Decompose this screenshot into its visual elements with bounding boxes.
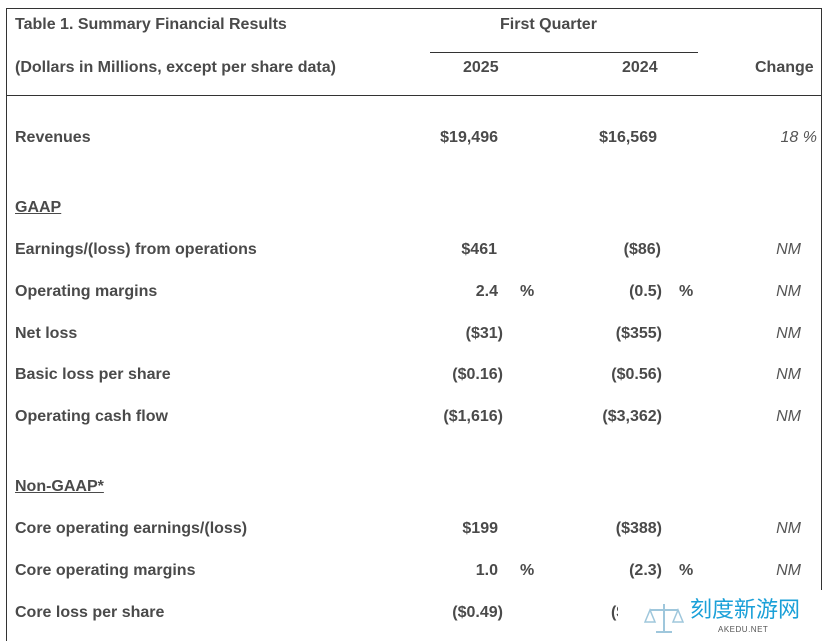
value-2025: ($1,616): [443, 408, 503, 425]
value-2025: 1.0: [475, 562, 498, 579]
percent-sign-2025: %: [520, 283, 535, 300]
percent-sign-2024: %: [679, 562, 694, 579]
col-header-2024: 2024: [622, 59, 658, 76]
value-2025: ($31): [465, 325, 503, 342]
revenues-2024: $16,569: [599, 129, 657, 146]
table-frame: [6, 8, 822, 641]
watermark-subtext: AKEDU.NET: [718, 625, 769, 634]
percent-sign-2025: %: [520, 562, 535, 579]
row-label: Core operating earnings/(loss): [15, 520, 248, 537]
value-2025: 2.4: [475, 283, 498, 300]
value-change: NM: [776, 325, 801, 342]
value-change: NM: [776, 241, 801, 258]
value-change: NM: [776, 562, 801, 579]
value-2025: ($0.16): [452, 366, 503, 383]
value-2025: $199: [462, 520, 498, 537]
header-rule: [430, 52, 698, 53]
row-label: Earnings/(loss) from operations: [15, 241, 257, 258]
scale-logo-icon: [644, 604, 684, 633]
value-change: NM: [776, 366, 801, 383]
value-2025: $461: [461, 241, 497, 258]
row-label: Net loss: [15, 325, 78, 342]
body-rule: [6, 95, 821, 96]
row-label: Operating margins: [15, 283, 158, 300]
table-subtitle: (Dollars in Millions, except per share d…: [15, 59, 336, 76]
revenues-change: 18 %: [780, 129, 817, 146]
table-title: Table 1. Summary Financial Results: [15, 16, 287, 33]
value-change: NM: [776, 520, 801, 537]
section-heading-nongaap: Non-GAAP*: [15, 478, 104, 495]
section-heading-gaap: GAAP: [15, 199, 62, 216]
value-2024: (0.5): [629, 283, 662, 300]
revenues-2025: $19,496: [440, 129, 498, 146]
value-2024: ($388): [615, 520, 662, 537]
percent-sign-2024: %: [679, 283, 694, 300]
value-2025: ($0.49): [452, 604, 503, 621]
col-header-change: Change: [755, 59, 814, 76]
value-2024: ($355): [615, 325, 662, 342]
value-2024: ($3,362): [602, 408, 662, 425]
row-label-revenues: Revenues: [15, 129, 91, 146]
value-2024: ($86): [623, 241, 661, 258]
watermark-text: 刻度新游网: [690, 597, 801, 622]
row-label: Core operating margins: [15, 562, 196, 579]
value-2024: ($0.56): [611, 366, 662, 383]
value-change: NM: [776, 408, 801, 425]
row-label: Operating cash flow: [15, 408, 168, 425]
value-2024: (2.3): [629, 562, 662, 579]
row-label: Basic loss per share: [15, 366, 171, 383]
period-header: First Quarter: [500, 16, 597, 33]
col-header-2025: 2025: [463, 59, 499, 76]
value-change: NM: [776, 283, 801, 300]
row-label: Core loss per share: [15, 604, 165, 621]
